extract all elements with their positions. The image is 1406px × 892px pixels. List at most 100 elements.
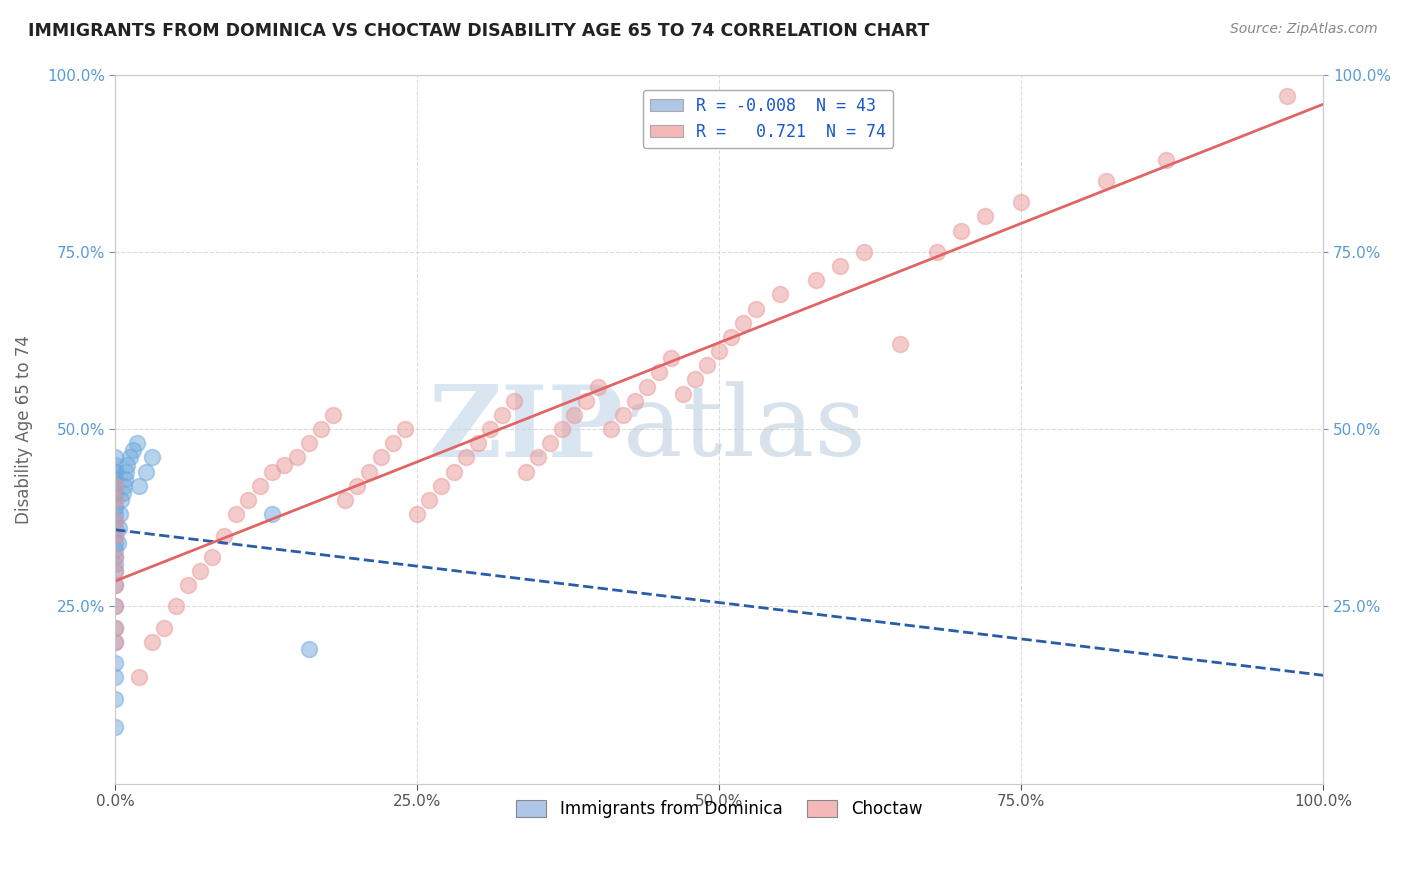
Point [297, 436, 319, 450]
Point [104, 535, 127, 549]
Point [672, 386, 695, 401]
Point [104, 514, 127, 528]
Point [394, 422, 416, 436]
Text: IMMIGRANTS FROM DOMINICA VS CHOCTAW DISABILITY AGE 65 TO 74 CORRELATION CHART: IMMIGRANTS FROM DOMINICA VS CHOCTAW DISA… [28, 22, 929, 40]
Point [575, 393, 598, 408]
Point [104, 479, 127, 493]
Y-axis label: Disability Age 65 to 74: Disability Age 65 to 74 [15, 334, 32, 524]
Point [104, 493, 127, 508]
Point [104, 635, 127, 649]
Point [238, 493, 260, 508]
Point [104, 670, 127, 684]
Point [406, 507, 429, 521]
Point [527, 450, 550, 465]
Point [104, 599, 127, 614]
Point [104, 507, 127, 521]
Point [515, 465, 537, 479]
Point [709, 344, 731, 359]
Point [104, 549, 127, 564]
Point [114, 472, 136, 486]
Point [830, 259, 852, 273]
Point [925, 244, 948, 259]
Point [974, 210, 997, 224]
Point [333, 493, 356, 508]
Point [382, 436, 405, 450]
Point [104, 621, 127, 635]
Point [104, 521, 127, 535]
Point [104, 465, 127, 479]
Point [503, 393, 526, 408]
Point [128, 479, 150, 493]
Point [104, 691, 127, 706]
Point [212, 528, 235, 542]
Point [853, 244, 876, 259]
Point [599, 422, 621, 436]
Point [201, 549, 224, 564]
Point [636, 379, 658, 393]
Point [1095, 174, 1118, 188]
Point [648, 365, 671, 379]
Point [104, 528, 127, 542]
Point [104, 599, 127, 614]
Point [262, 465, 284, 479]
Point [177, 578, 200, 592]
Point [104, 450, 127, 465]
Point [225, 507, 247, 521]
Point [141, 450, 163, 465]
Point [115, 465, 138, 479]
Point [769, 287, 792, 301]
Text: atlas: atlas [623, 381, 866, 477]
Point [104, 720, 127, 734]
Point [118, 450, 141, 465]
Point [804, 273, 827, 287]
Point [346, 479, 368, 493]
Point [1275, 88, 1298, 103]
Point [733, 316, 755, 330]
Point [357, 465, 380, 479]
Point [370, 450, 392, 465]
Point [478, 422, 501, 436]
Point [659, 351, 682, 366]
Point [104, 472, 127, 486]
Point [125, 436, 148, 450]
Point [889, 337, 911, 351]
Point [491, 408, 513, 422]
Point [104, 564, 127, 578]
Point [104, 656, 127, 670]
Point [111, 486, 134, 500]
Point [588, 379, 610, 393]
Point [443, 465, 465, 479]
Point [104, 479, 127, 493]
Point [104, 514, 127, 528]
Point [273, 458, 295, 472]
Point [104, 465, 127, 479]
Point [134, 465, 156, 479]
Point [249, 479, 271, 493]
Point [117, 458, 139, 472]
Point [1154, 153, 1177, 167]
Point [696, 359, 718, 373]
Point [623, 393, 645, 408]
Point [107, 535, 129, 549]
Point [612, 408, 634, 422]
Point [110, 493, 132, 508]
Point [104, 557, 127, 571]
Point [104, 549, 127, 564]
Point [165, 599, 187, 614]
Point [104, 486, 127, 500]
Point [141, 635, 163, 649]
Point [104, 542, 127, 557]
Point [322, 408, 344, 422]
Point [188, 564, 211, 578]
Text: ZIP: ZIP [427, 381, 623, 477]
Point [104, 564, 127, 578]
Point [430, 479, 453, 493]
Point [122, 443, 145, 458]
Point [152, 621, 174, 635]
Point [104, 578, 127, 592]
Point [104, 458, 127, 472]
Legend: Immigrants from Dominica, Choctaw: Immigrants from Dominica, Choctaw [509, 794, 929, 825]
Point [309, 422, 332, 436]
Point [285, 450, 308, 465]
Point [104, 578, 127, 592]
